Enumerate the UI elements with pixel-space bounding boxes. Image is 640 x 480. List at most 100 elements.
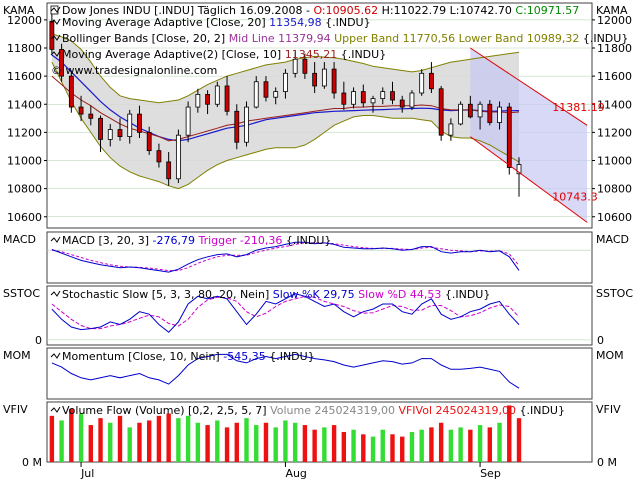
- x-axis: Jul Aug Sep: [80, 462, 501, 480]
- volume-bar: [487, 427, 493, 462]
- legend-line-icon: [50, 236, 61, 243]
- panel-frame-macd: [46, 231, 593, 284]
- ohlc-high: H:11022.79: [378, 4, 446, 17]
- candle-body: [88, 113, 94, 119]
- macd-trigger: Trigger -210,36: [195, 234, 282, 247]
- trend-channel-fill: [470, 48, 588, 223]
- x-tick-label: Jul: [80, 467, 94, 480]
- panel-label-left-price: KAMA: [3, 4, 35, 17]
- candle-body: [292, 58, 298, 74]
- bb-name: Bollinger Bands [Close, 20, 2]: [62, 32, 229, 45]
- legend-line-icon: [50, 6, 61, 13]
- panel-frames: [46, 2, 593, 463]
- stochastic-y-tick-label-left: 0: [35, 334, 42, 347]
- panel-label-left-momentum: MOM: [3, 349, 31, 362]
- volume-bar: [400, 436, 405, 462]
- panel-label-right-volume_flow: VFIV: [596, 403, 621, 416]
- candle-body: [419, 72, 425, 94]
- candle-body: [487, 103, 493, 123]
- volume-flow-panel: Volume Flow (Volume) [0,2, 2,5, 5, 7] Vo…: [22, 404, 617, 469]
- ma20-suffix: {.INDU}: [322, 16, 371, 29]
- momentum-line: [51, 353, 520, 389]
- volume-y-tick-label-right: 0 M: [597, 456, 617, 469]
- candle-body: [409, 92, 415, 108]
- volume-bar: [419, 429, 424, 462]
- price-y-tick-label-left: 11000: [7, 155, 42, 168]
- candle-body: [497, 106, 502, 123]
- volume-bar: [507, 405, 512, 462]
- price-y-axis: 10600 10600 10800 10800 11000 11000 11200 11200…: [7, 14, 632, 224]
- candle-body: [253, 81, 259, 108]
- volume-bar: [390, 434, 395, 462]
- volume-bar: [224, 427, 230, 462]
- candle-body: [312, 72, 318, 87]
- ma10-suffix: {.INDU}: [337, 48, 386, 61]
- volume-bar: [127, 427, 132, 462]
- candle-body: [390, 91, 395, 101]
- price-y-tick-label-left: 12000: [7, 14, 42, 27]
- panel-labels: KAMA KAMA MACD MACD SSTOC SSTOC MOM MOM VFIV VFIV: [3, 4, 633, 416]
- volume-bar: [234, 422, 239, 462]
- stochastic-panel: Stochastic Slow [5, 3, 3, 80, 20, Nein] …: [35, 288, 604, 347]
- volume-bar: [380, 429, 385, 462]
- volume-bar: [195, 422, 201, 462]
- volume-bar: [438, 422, 444, 462]
- candle-body: [205, 94, 210, 105]
- price-y-tick-label-right: 10600: [597, 211, 632, 224]
- price-y-tick-label-left: 11400: [7, 98, 42, 111]
- candle-body: [380, 91, 386, 100]
- volume-bar: [283, 420, 288, 462]
- panel-label-left-volume_flow: VFIV: [3, 403, 28, 416]
- volume-bar: [273, 427, 278, 462]
- bollinger-upper-band: [51, 33, 520, 104]
- candle-body: [185, 106, 191, 136]
- legend-symbol-line: Dow Jones INDU [.INDU] Täglich 16.09.200…: [62, 4, 579, 17]
- volume-bar: [292, 422, 298, 462]
- candle-body: [351, 91, 356, 105]
- legend-line-icon: [50, 34, 61, 41]
- stochastic-y-tick-label-right: 0: [597, 334, 604, 347]
- bollinger-band-fill: [51, 33, 520, 189]
- candle-body: [117, 129, 123, 137]
- legend-line-icon: [50, 50, 61, 57]
- candle-body: [477, 103, 483, 118]
- candle-body: [98, 117, 103, 140]
- volume-bar: [477, 425, 483, 462]
- price-y-tick-label-left: 11600: [7, 70, 42, 83]
- price-y-tick-label-right: 11400: [597, 98, 632, 111]
- volume-bar: [448, 429, 454, 462]
- candle-body: [195, 94, 201, 108]
- volume-bar: [156, 415, 162, 462]
- price-y-tick-label-right: 10800: [597, 183, 632, 196]
- macd-panel: MACD [3, 20, 3] -276,79 Trigger -210,36 …: [47, 234, 592, 273]
- volume-bar: [146, 420, 152, 462]
- candle-body: [458, 103, 464, 125]
- volume-bar: [409, 432, 415, 462]
- panel-label-right-macd: MACD: [596, 233, 629, 246]
- volume-bar: [516, 418, 522, 462]
- volume-bar: [49, 415, 55, 462]
- legend-line-icon: [50, 406, 61, 413]
- volume-bar: [429, 427, 434, 462]
- bb-mid: Mid Line 11379,94: [229, 32, 331, 45]
- volume-bar: [263, 422, 269, 462]
- ohlc-close: C:10971.57: [512, 4, 579, 17]
- macd-trigger-line: [51, 242, 520, 272]
- ma10-name: Moving Average Adaptive(2) [Close, 10]: [62, 48, 285, 61]
- copyright-notice: © www.tradesignalonline.com: [51, 64, 217, 77]
- candle-body: [244, 106, 249, 143]
- volume-bar: [312, 429, 317, 462]
- x-tick-label: Sep: [480, 467, 501, 480]
- volume-bar: [351, 429, 356, 462]
- volume-bar: [88, 425, 93, 462]
- candle-body: [137, 113, 142, 133]
- volume-bar: [254, 425, 259, 462]
- candle-body: [506, 106, 512, 168]
- volume-bar: [468, 429, 473, 462]
- channel-upper-label: 11381.19: [552, 101, 605, 114]
- volume-bar: [341, 432, 347, 462]
- panel-label-left-macd: MACD: [3, 233, 36, 246]
- candle-body: [360, 91, 366, 104]
- panel-frame-price: [46, 2, 593, 229]
